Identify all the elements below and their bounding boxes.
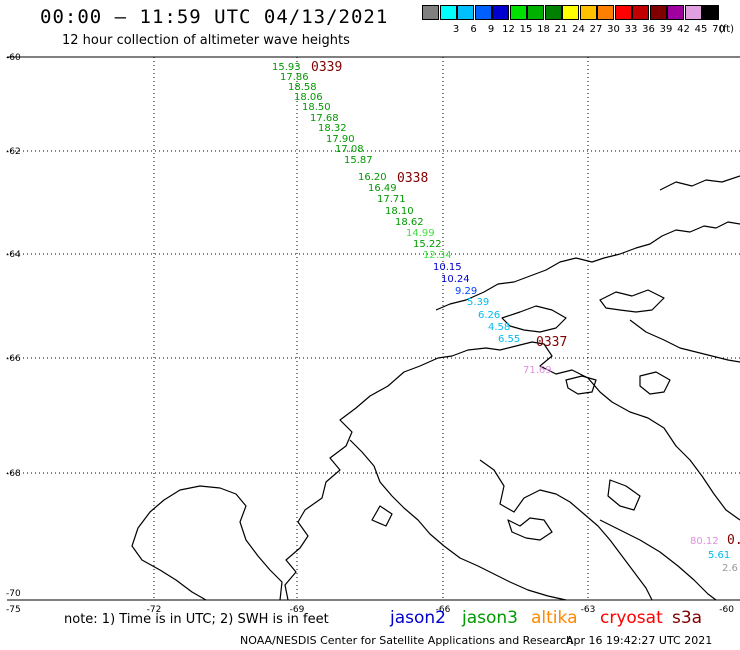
color-scale-label: 39 (659, 24, 673, 35)
color-scale-label: 36 (642, 24, 655, 35)
wave-height-reading: 10.15 (433, 262, 462, 273)
wave-height-reading: 4.58 (488, 322, 510, 333)
wave-height-reading: 17.68 (310, 113, 339, 124)
wave-height-reading: 9.29 (455, 286, 477, 297)
color-scale-label: 6 (470, 24, 477, 35)
color-scale-label: 30 (607, 24, 620, 35)
color-scale-label: 33 (624, 24, 638, 35)
map-title: 00:00 – 11:59 UTC 04/13/2021 (40, 6, 389, 28)
lon-label: -63 (581, 605, 596, 615)
lat-label: -64 (6, 250, 21, 260)
lon-label: -66 (436, 605, 451, 615)
color-scale-label: 18 (537, 24, 550, 35)
wave-height-reading: 5.39 (467, 297, 489, 308)
color-scale-swatch (614, 5, 632, 20)
color-scale-swatch (474, 5, 492, 20)
color-scale-label: 21 (554, 24, 568, 35)
wave-height-reading: 12.34 (423, 250, 452, 261)
footer-timestamp: Apr 16 19:42:27 UTC 2021 (566, 634, 713, 647)
wave-height-reading: 6.26 (478, 310, 500, 321)
color-scale-swatch (649, 5, 667, 20)
wave-height-reading: 15.22 (413, 239, 442, 250)
wave-height-reading: 14.99 (406, 228, 435, 239)
graticule (7, 57, 740, 600)
lat-label: -68 (6, 469, 21, 479)
color-scale-unit: (ft) (719, 24, 735, 35)
wave-height-reading: 17.90 (326, 134, 355, 145)
wave-height-reading: 80.12 (690, 536, 719, 547)
wave-height-reading: 6.55 (498, 334, 520, 345)
satellite-legend-altika: altika (531, 608, 578, 628)
lat-label: -60 (6, 53, 21, 63)
wave-height-readings: 15.9317.8618.5818.0618.5017.6818.3217.90… (272, 60, 740, 574)
color-scale-label: 42 (677, 24, 690, 35)
color-scale-swatch (492, 5, 509, 20)
satellite-legend-s3a: s3a (672, 608, 703, 628)
color-scale-label: 24 (572, 24, 585, 35)
satellite-legend-jason3: jason3 (462, 608, 518, 628)
pass-time-label: 0. (727, 533, 740, 548)
color-scale-swatch (579, 5, 597, 20)
color-scale-swatch (422, 5, 439, 20)
wave-height-reading: 2.6 (722, 563, 738, 574)
color-scale-swatch (527, 5, 544, 20)
lat-label: -70 (6, 589, 21, 599)
coastline (131, 175, 740, 601)
satellite-legend-cryosat: cryosat (600, 608, 663, 628)
color-scale-label: 70 (712, 24, 725, 35)
footer-credit: NOAA/NESDIS Center for Satellite Applica… (240, 634, 574, 647)
color-scale-swatch (457, 5, 474, 20)
color-scale-swatch (632, 5, 649, 20)
color-scale-swatch (439, 5, 457, 20)
color-scale-label: 12 (502, 24, 515, 35)
color-scale-label: 27 (589, 24, 603, 35)
wave-height-reading: 15.87 (344, 155, 373, 166)
color-scale-swatch (667, 5, 684, 20)
lon-label: -60 (719, 605, 734, 615)
wave-height-reading: 17.08 (335, 144, 364, 155)
color-scale-swatch (544, 5, 562, 20)
color-scale-swatch (597, 5, 614, 20)
wave-height-reading: 16.49 (368, 183, 397, 194)
satellite-legend-jason2: jason2 (390, 608, 446, 628)
wave-height-reading: 5.61 (708, 550, 730, 561)
wave-height-reading: 15.93 (272, 62, 301, 73)
wave-height-reading: 18.10 (385, 206, 414, 217)
color-scale-label: 3 (452, 24, 460, 35)
wave-height-reading: 18.50 (302, 102, 331, 113)
wave-height-reading: 18.58 (288, 82, 317, 93)
map-subtitle: 12 hour collection of altimeter wave hei… (62, 33, 350, 48)
wave-height-reading: 18.62 (395, 217, 424, 228)
wave-height-reading: 16.20 (358, 172, 387, 183)
lon-label: -72 (147, 605, 162, 615)
pass-time-label: 0339 (311, 60, 342, 75)
footer-note: note: 1) Time is in UTC; 2) SWH is in fe… (64, 612, 329, 627)
pass-time-label: 0338 (397, 171, 428, 186)
map-axis-labels: -60 -62 -64 -66 -68 -70 -75 -72 -69 -66 … (6, 53, 734, 615)
pass-time-label: 0337 (536, 335, 567, 350)
lat-label: -66 (6, 354, 21, 364)
lon-label: -69 (290, 605, 305, 615)
color-scale-label: 9 (487, 24, 495, 35)
wave-height-reading: 71.69 (523, 365, 552, 376)
wave-height-reading: 10.24 (441, 274, 470, 285)
color-scale-label: 15 (519, 24, 533, 35)
lon-label: -75 (6, 605, 21, 615)
map-frame (7, 56, 740, 601)
color-scale-swatch (684, 5, 702, 20)
wave-height-reading: 17.86 (280, 72, 309, 83)
color-scale-swatch (509, 5, 527, 20)
color-scale-swatch (562, 5, 579, 20)
wave-height-reading: 18.06 (294, 92, 323, 103)
color-scale-swatch (702, 5, 719, 20)
color-scale-label: 45 (694, 24, 708, 35)
lat-label: -62 (6, 147, 21, 157)
wave-height-reading: 17.71 (377, 194, 406, 205)
wave-height-reading: 18.32 (318, 123, 347, 134)
